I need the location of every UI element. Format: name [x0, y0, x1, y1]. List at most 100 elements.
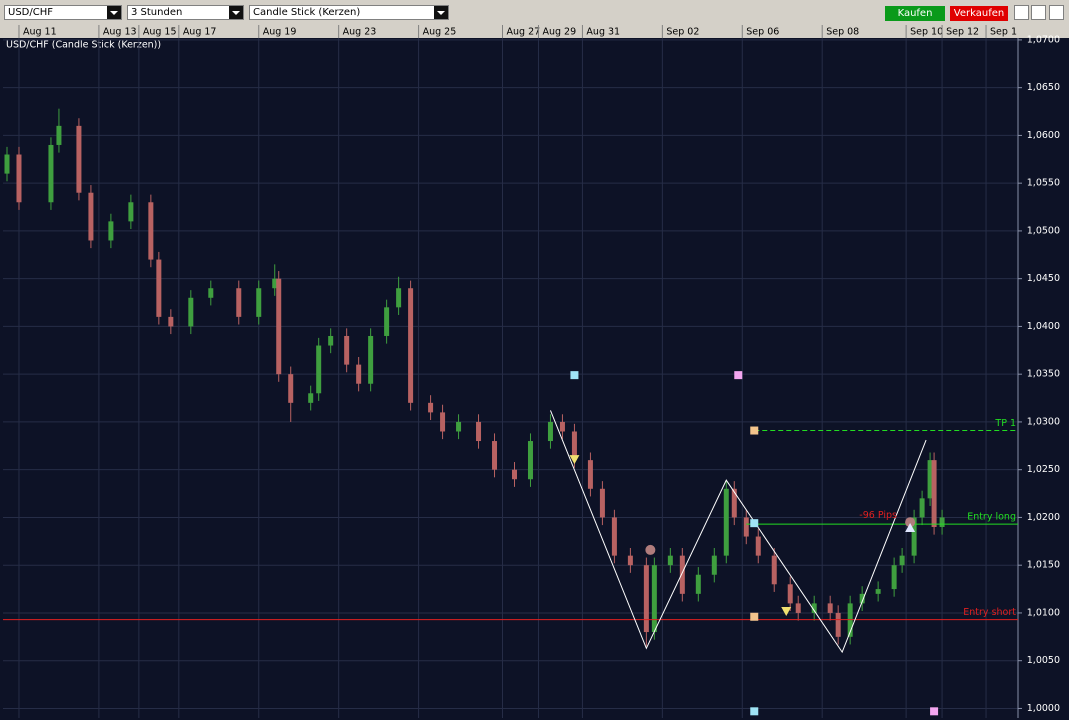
symbol-select[interactable]: USD/CHF — [4, 5, 122, 20]
candle-body — [396, 288, 402, 308]
style-select[interactable]: Candle Stick (Kerzen) — [249, 5, 449, 20]
x-tick-label: Sep 02 — [666, 27, 699, 38]
candle-body — [927, 460, 933, 499]
candle-body — [236, 288, 242, 317]
candle-body — [328, 335, 334, 346]
zigzag-line — [549, 410, 927, 654]
candle-body — [188, 297, 194, 327]
candle-body — [456, 421, 462, 432]
candle-body — [88, 192, 94, 241]
candle-body — [755, 536, 761, 556]
annotation: -96 Pips — [859, 510, 897, 521]
y-tick-label: 1,0650 — [1027, 82, 1060, 93]
candle-body — [571, 431, 577, 461]
candle-body — [428, 402, 434, 413]
candle-body — [440, 412, 446, 432]
candle-body — [108, 221, 114, 241]
x-tick-label: Aug 13 — [103, 27, 137, 38]
candle-body — [408, 288, 414, 403]
y-tick-label: 1,0550 — [1027, 178, 1060, 189]
level-label: Entry short — [963, 607, 1016, 618]
dropdown-arrow[interactable] — [434, 6, 448, 19]
candle-body — [128, 202, 134, 222]
candle-body — [771, 555, 777, 585]
candle-body — [651, 565, 657, 633]
chart-title: USD/CHF (Candle Stick (Kerzen)) — [6, 40, 161, 51]
marker-square — [750, 426, 759, 435]
buy-button[interactable]: Kaufen — [885, 6, 945, 21]
level-label: Entry long — [967, 512, 1016, 523]
candle-body — [559, 421, 565, 432]
candle-body — [811, 603, 817, 613]
marker-triangle-down — [781, 606, 792, 616]
candle-body — [344, 335, 350, 365]
candle-body — [308, 393, 314, 403]
candle-body — [939, 517, 945, 527]
candle-body — [168, 316, 174, 327]
draw-icon[interactable] — [1031, 5, 1046, 20]
candle-body — [547, 421, 553, 442]
candle-body — [492, 441, 498, 470]
candle-body — [695, 574, 701, 594]
candle-body — [76, 125, 82, 193]
marker-square — [750, 707, 759, 716]
x-tick-label: Sep 10 — [910, 27, 943, 38]
marker-triangle-up — [905, 522, 916, 532]
x-tick-label: Aug 27 — [507, 27, 541, 38]
marker-square — [570, 371, 579, 380]
x-tick-label: Sep 1 — [990, 27, 1017, 38]
y-tick-label: 1,0350 — [1027, 369, 1060, 380]
candle-body — [899, 555, 905, 566]
candle-body — [56, 125, 62, 145]
toolbar: USD/CHF 3 Stunden Candle Stick (Kerzen) … — [0, 0, 1069, 26]
candle-body — [627, 555, 633, 566]
x-tick-label: Sep 08 — [826, 27, 859, 38]
bars-icon[interactable] — [1014, 5, 1029, 20]
candle-body — [356, 364, 362, 384]
chart: USD/CHF (Candle Stick (Kerzen)) 1,0000 1,… — [0, 25, 1069, 720]
sell-button[interactable]: Verkaufen — [950, 6, 1008, 21]
y-tick-label: 1,0200 — [1027, 512, 1060, 523]
y-tick-label: 1,0050 — [1027, 655, 1060, 666]
x-tick-label: Aug 31 — [586, 27, 620, 38]
candle-body — [787, 584, 793, 604]
x-tick-label: Aug 23 — [343, 27, 377, 38]
candle-body — [611, 517, 617, 556]
candle-body — [891, 565, 897, 590]
marker-square — [750, 612, 759, 621]
candle-body — [643, 565, 649, 633]
window-icon[interactable] — [1049, 5, 1064, 20]
candle-body — [148, 202, 154, 260]
y-tick-label: 1,0000 — [1027, 703, 1060, 714]
y-tick-label: 1,0250 — [1027, 464, 1060, 475]
candle-body — [511, 469, 517, 480]
x-tick-label: Sep 12 — [946, 27, 979, 38]
candle-body — [208, 288, 214, 298]
y-tick-label: 1,0700 — [1027, 34, 1060, 45]
candle-body — [476, 421, 482, 442]
x-tick-label: Aug 19 — [263, 27, 297, 38]
marker-triangle-down — [569, 455, 580, 465]
x-tick-label: Aug 15 — [143, 27, 177, 38]
dropdown-arrow[interactable] — [107, 6, 121, 19]
candle-body — [276, 278, 282, 375]
dropdown-arrow[interactable] — [229, 6, 243, 19]
x-tick-label: Aug 29 — [542, 27, 576, 38]
y-tick-label: 1,0500 — [1027, 225, 1060, 236]
y-tick-label: 1,0100 — [1027, 607, 1060, 618]
candle-body — [288, 374, 294, 403]
y-tick-label: 1,0300 — [1027, 416, 1060, 427]
candle-body — [827, 603, 833, 613]
candle-body — [859, 593, 865, 604]
candle-body — [723, 488, 729, 556]
y-tick-label: 1,0600 — [1027, 130, 1060, 141]
marker-square — [930, 707, 939, 716]
interval-select[interactable]: 3 Stunden — [127, 5, 244, 20]
y-tick-label: 1,0150 — [1027, 560, 1060, 571]
candle-body — [731, 488, 737, 518]
candle-body — [316, 345, 322, 394]
candle-body — [919, 498, 925, 518]
candle-body — [368, 335, 374, 384]
date-axis — [0, 25, 1069, 38]
